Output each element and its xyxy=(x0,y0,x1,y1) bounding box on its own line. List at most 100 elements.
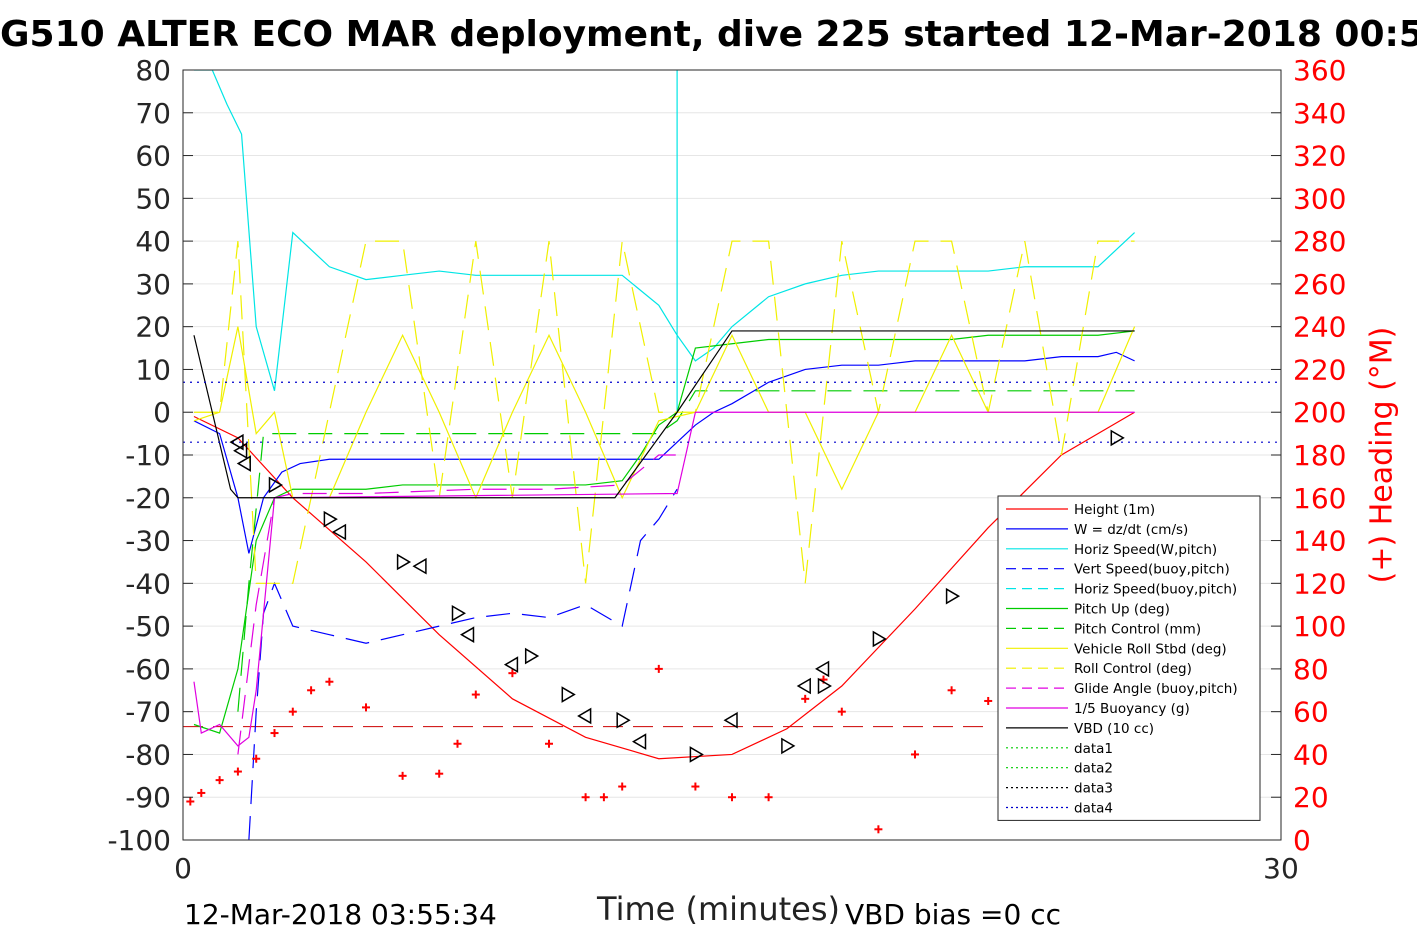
legend-entry: 1/5 Buoyancy (g) xyxy=(1006,701,1190,717)
left-tick-label: 80 xyxy=(135,54,171,87)
heading-point xyxy=(215,776,224,785)
marker-points xyxy=(186,429,1125,834)
left-triangle-marker xyxy=(412,557,427,575)
series-pitch-control-mm xyxy=(237,390,1135,712)
legend-label: Horiz Speed(W,pitch) xyxy=(1074,542,1217,558)
left-tick-label: -70 xyxy=(125,696,171,729)
left-tick-label: 60 xyxy=(135,140,171,173)
right-triangle-marker xyxy=(268,476,283,494)
legend: Height (1m) W = dz/dt (cm/s) Horiz Speed(W… xyxy=(997,495,1261,821)
legend-label: Vehicle Roll Stbd (deg) xyxy=(1074,641,1227,657)
heading-point xyxy=(325,677,334,686)
legend-entry: VBD (10 cc) xyxy=(1006,721,1154,737)
legend-entry: Horiz Speed(buoy,pitch) xyxy=(1006,582,1237,598)
right-triangle-marker xyxy=(323,510,338,528)
heading-point xyxy=(728,793,736,802)
left-tick-label: 50 xyxy=(135,182,171,215)
left-tick-label: 30 xyxy=(135,268,171,301)
footer-timestamp: 12-Mar-2018 03:55:34 xyxy=(184,898,497,931)
legend-label: Pitch Up (deg) xyxy=(1074,602,1170,618)
legend-entry: data3 xyxy=(1006,781,1113,797)
legend-label: data1 xyxy=(1074,741,1113,757)
legend-label: data2 xyxy=(1074,761,1113,777)
legend-entry: Height (1m) xyxy=(1006,502,1155,518)
right-tick-label: 60 xyxy=(1293,696,1329,729)
right-tick-label: 140 xyxy=(1293,525,1346,558)
right-axis-label: (+) Heading (°M) xyxy=(1364,326,1400,584)
left-tick-label: 20 xyxy=(135,311,171,344)
left-tick-label: -90 xyxy=(125,781,171,814)
series-vehicle-roll-stbd-deg xyxy=(193,326,1136,500)
right-triangle-marker xyxy=(451,604,466,622)
right-triangle-marker xyxy=(781,737,796,755)
right-triangle-marker xyxy=(945,587,961,605)
left-tick-label: 40 xyxy=(135,225,171,258)
right-triangle-marker xyxy=(689,746,704,763)
left-tick-label: -40 xyxy=(125,567,171,600)
right-tick-label: 280 xyxy=(1293,225,1346,258)
series-horiz-speed-w-pitch xyxy=(193,70,1136,391)
right-tick-label: 240 xyxy=(1293,311,1346,344)
heading-point xyxy=(984,696,993,705)
legend-label: data3 xyxy=(1074,781,1113,797)
heading-point xyxy=(362,703,370,712)
left-triangle-marker xyxy=(577,707,592,725)
series-height-1m xyxy=(193,411,1135,760)
heading-point xyxy=(288,707,297,716)
legend-label: 1/5 Buoyancy (g) xyxy=(1074,701,1190,717)
left-tick-label: -20 xyxy=(125,482,171,515)
legend-label: Roll Control (deg) xyxy=(1074,661,1192,677)
heading-point xyxy=(252,754,261,763)
heading-point xyxy=(453,739,462,748)
left-triangle-marker xyxy=(503,656,519,673)
right-tick-label: 360 xyxy=(1293,54,1346,87)
heading-point xyxy=(764,793,773,802)
series-w-dz-dt-cm-s xyxy=(193,351,1135,554)
series-roll-control-deg xyxy=(193,240,1135,584)
heading-point xyxy=(508,669,517,678)
heading-point xyxy=(874,825,883,834)
legend-entry: data2 xyxy=(1006,761,1113,777)
series-vbd-10-cc xyxy=(193,330,1135,499)
right-tick-label: 300 xyxy=(1293,182,1346,215)
heading-point xyxy=(911,750,919,759)
legend-entry: Horiz Speed(W,pitch) xyxy=(1006,542,1217,558)
legend-label: Height (1m) xyxy=(1074,502,1155,518)
heading-point xyxy=(691,782,700,791)
heading-point xyxy=(233,767,242,776)
legend-label: VBD (10 cc) xyxy=(1074,721,1154,737)
heading-point xyxy=(654,664,663,673)
legend-box xyxy=(997,495,1261,821)
right-triangle-marker xyxy=(817,677,832,695)
series-pitch-up-deg xyxy=(193,330,1135,734)
right-triangle-marker xyxy=(396,553,412,571)
chart-title: G510 ALTER ECO MAR deployment, dive 225 … xyxy=(0,14,1417,55)
left-triangle-marker xyxy=(229,433,244,451)
heading-point xyxy=(307,686,316,695)
left-tick-label: -80 xyxy=(125,738,171,771)
heading-point xyxy=(618,782,627,791)
series-vert-speed-buoy-pitch xyxy=(248,488,678,840)
heading-point xyxy=(599,793,608,802)
left-tick-label: -50 xyxy=(125,610,171,643)
left-triangle-marker xyxy=(723,711,738,729)
legend-label: Pitch Control (mm) xyxy=(1074,621,1201,637)
right-tick-label: 20 xyxy=(1293,781,1329,814)
x-axis-label: Time (minutes) xyxy=(597,890,840,928)
right-tick-label: 180 xyxy=(1293,439,1346,472)
right-tick-label: 340 xyxy=(1293,97,1346,130)
footer-vbd-bias: VBD bias =0 cc xyxy=(845,898,1061,931)
heading-point xyxy=(270,729,279,738)
legend-label: Glide Angle (buoy,pitch) xyxy=(1074,681,1238,697)
left-triangle-marker xyxy=(459,626,475,643)
right-tick-label: 80 xyxy=(1293,653,1329,686)
heading-point xyxy=(545,739,553,748)
heading-point xyxy=(471,690,480,699)
axes: 80706050403020100-10-20-30-40-50-60-70-8… xyxy=(107,54,1346,885)
left-tick-label: 70 xyxy=(135,97,171,130)
heading-point xyxy=(186,797,195,806)
right-tick-label: 120 xyxy=(1293,567,1346,600)
legend-entry: data4 xyxy=(1006,801,1113,817)
series-lines xyxy=(183,70,1281,840)
right-triangle-marker xyxy=(1110,429,1125,447)
